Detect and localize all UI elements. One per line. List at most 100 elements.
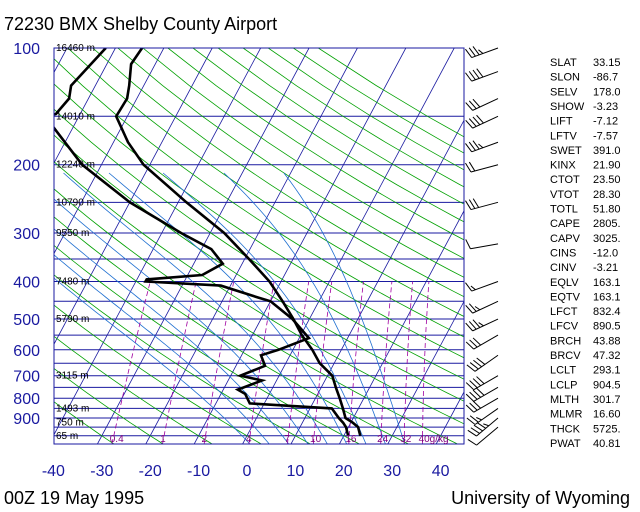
barb-feather <box>472 319 481 328</box>
index-value: 293.1 <box>593 365 621 377</box>
index-name: CTOT <box>550 174 580 186</box>
temperature-tick-label: -40 <box>42 463 65 480</box>
index-value: 51.80 <box>593 204 621 216</box>
dry-adiabat <box>54 274 311 444</box>
wind-barb <box>465 114 499 129</box>
index-name: SHOW <box>550 101 585 113</box>
wind-barb <box>465 98 499 111</box>
moist-adiabat <box>108 172 348 444</box>
dry-adiabat <box>67 48 464 317</box>
barb-feather <box>466 417 476 425</box>
barb-feather <box>465 282 473 292</box>
isotherm <box>54 48 116 164</box>
index-name: CINV <box>550 262 577 274</box>
dry-adiabat <box>167 48 464 241</box>
barb-feather <box>468 100 477 110</box>
index-value: -3.21 <box>593 262 618 274</box>
temperature-tick-label: 30 <box>383 463 401 480</box>
barb-feather <box>476 387 485 396</box>
barb-feather <box>465 382 475 391</box>
index-name: EQTV <box>550 291 581 303</box>
wind-barb <box>465 198 499 211</box>
barb-feather <box>465 162 472 173</box>
dewpoint-profile <box>54 48 350 437</box>
barb-staff <box>473 397 499 413</box>
barb-feather <box>472 400 482 409</box>
isotherm <box>145 48 358 444</box>
barb-feather <box>483 423 489 427</box>
barb-feather <box>469 402 478 411</box>
barb-feather <box>472 98 481 108</box>
index-value: 21.90 <box>593 160 621 172</box>
index-value: 163.1 <box>593 291 621 303</box>
index-name: EQLV <box>550 277 579 289</box>
barb-feather <box>472 46 480 56</box>
mixing-ratio-label: 4 <box>246 434 252 445</box>
pressure-tick-label: 300 <box>13 226 40 243</box>
barb-staff <box>472 300 499 314</box>
mixing-ratio-line <box>287 281 310 444</box>
barb-staff <box>471 47 499 59</box>
barb-feather <box>468 199 476 209</box>
barb-staff <box>470 243 499 250</box>
plot-frame <box>53 47 465 445</box>
height-label: 12240 m <box>56 160 95 171</box>
barb-feather <box>465 200 472 210</box>
dry-adiabat <box>54 108 464 380</box>
mixing-ratio-line <box>203 281 235 444</box>
mixing-ratio-label: 1 <box>160 434 166 445</box>
temperature-tick-label: -20 <box>139 463 162 480</box>
barb-feather <box>478 322 484 327</box>
barb-staff <box>476 417 499 437</box>
temperature-profile <box>114 48 362 437</box>
barb-feather <box>476 417 482 421</box>
dry-adiabat <box>54 216 409 444</box>
dry-adiabat <box>54 58 464 338</box>
mixing-ratio-label: 7 <box>284 434 290 445</box>
wind-barb <box>465 239 499 250</box>
index-name: LIFT <box>550 116 573 128</box>
index-name: MLMR <box>550 409 582 421</box>
pressure-tick-label: 400 <box>13 274 40 291</box>
barb-feather <box>476 422 487 429</box>
mixing-ratio-label: 0.4 <box>110 434 124 445</box>
barb-feather <box>467 438 477 446</box>
wind-barb <box>465 375 499 391</box>
moist-adiabat <box>223 172 386 444</box>
temperature-tick-label: 40 <box>432 463 450 480</box>
barb-feather <box>468 71 476 81</box>
index-name: CAPE <box>550 218 580 230</box>
mixing-ratio-line <box>111 281 151 444</box>
barb-feather <box>472 69 480 79</box>
barb-feather <box>469 339 478 348</box>
height-label: 7480 m <box>56 276 89 287</box>
wind-barb <box>465 300 499 314</box>
index-name: LFTV <box>550 130 578 142</box>
dry-adiabat <box>293 48 464 154</box>
wind-barbs <box>465 46 499 446</box>
barb-feather <box>469 362 479 370</box>
isotherm <box>54 48 213 345</box>
height-label: 1493 m <box>56 403 89 414</box>
mixing-ratio-line <box>162 281 197 444</box>
barb-staff <box>471 71 499 82</box>
mixing-ratio-label: 10 <box>310 434 322 445</box>
dry-adiabats <box>54 48 464 444</box>
barb-feather <box>478 49 484 54</box>
dry-adiabat <box>142 48 464 259</box>
moist-adiabat <box>54 254 270 444</box>
wind-barb <box>467 417 499 437</box>
index-value: -7.12 <box>593 116 618 128</box>
index-name: TOTL <box>550 204 578 216</box>
dry-adiabat <box>54 304 262 444</box>
barb-feather <box>465 48 473 58</box>
moist-adiabat <box>54 277 251 444</box>
index-value: -86.7 <box>593 72 618 84</box>
barb-feather <box>472 198 480 208</box>
barb-feather <box>465 239 471 249</box>
barb-feather <box>472 337 482 346</box>
barb-feather <box>465 341 475 350</box>
mixing-ratio-line <box>422 281 430 444</box>
index-value: 832.4 <box>593 306 621 318</box>
